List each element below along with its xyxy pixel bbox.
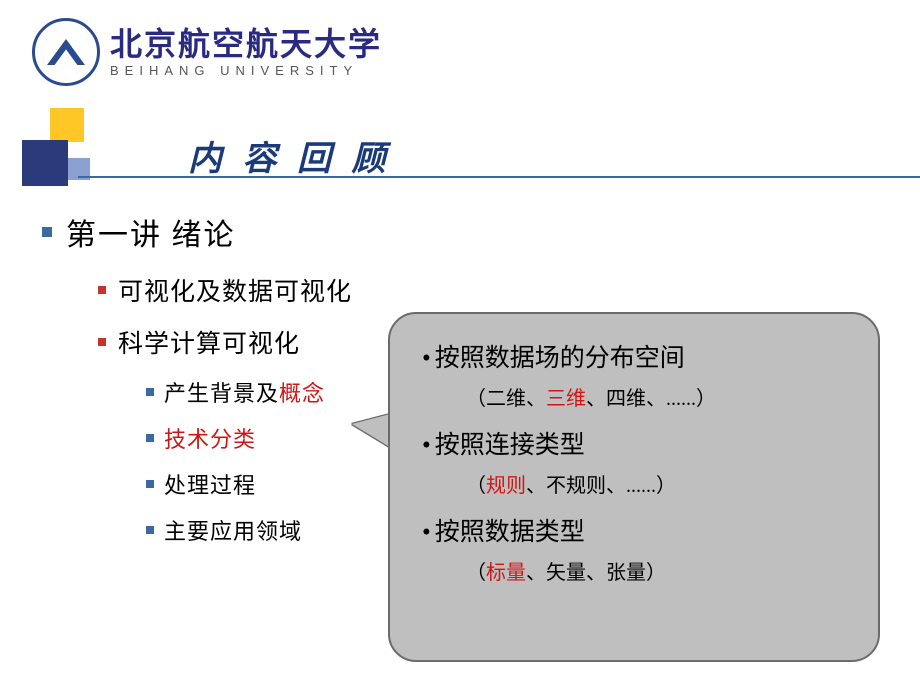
university-logo: 北京航空航天大学 BEIHANG UNIVERSITY <box>32 18 382 86</box>
callout-box: 按照数据场的分布空间 （二维、三维、四维、......） 按照连接类型 （规则、… <box>388 312 880 662</box>
l2a-text: 可视化及数据可视化 <box>118 272 352 308</box>
l3b-text: 技术分类 <box>164 422 256 454</box>
l2b-text: 科学计算可视化 <box>118 324 300 360</box>
slide-title: 内 容 回 顾 <box>188 131 392 180</box>
title-underline <box>78 176 920 178</box>
callout-sub: （二维、三维、四维、......） <box>466 382 864 411</box>
l1-text: 第一讲 绪论 <box>66 210 236 254</box>
callout-heading: 按照数据类型 <box>422 512 864 548</box>
logo-text: 北京航空航天大学 BEIHANG UNIVERSITY <box>110 28 382 77</box>
callout-sub: （标量、矢量、张量） <box>466 556 864 585</box>
bullet-icon <box>146 526 154 534</box>
logo-chinese: 北京航空航天大学 <box>110 28 382 60</box>
bullet-icon <box>146 388 154 396</box>
callout-heading: 按照数据场的分布空间 <box>422 338 864 374</box>
bullet-icon <box>42 227 52 237</box>
highlight: 规则 <box>486 475 526 497</box>
logo-english: BEIHANG UNIVERSITY <box>110 64 382 77</box>
bullet-icon <box>98 286 106 294</box>
l3c-text: 处理过程 <box>164 468 256 500</box>
callout-heading: 按照连接类型 <box>422 425 864 461</box>
bullet-icon <box>146 480 154 488</box>
outline-level1: 第一讲 绪论 <box>42 210 462 254</box>
highlight: 三维 <box>546 388 586 410</box>
highlight: 概念 <box>279 381 325 406</box>
l3d-text: 主要应用领域 <box>164 514 302 546</box>
outline-level2: 可视化及数据可视化 <box>98 272 462 308</box>
callout-sub: （规则、不规则、......） <box>466 469 864 498</box>
l3a-text: 产生背景及概念 <box>164 376 325 408</box>
callout-bubble: 按照数据场的分布空间 （二维、三维、四维、......） 按照连接类型 （规则、… <box>388 312 890 664</box>
highlight: 标量 <box>486 562 526 584</box>
logo-seal-icon <box>32 18 100 86</box>
bullet-icon <box>146 434 154 442</box>
bullet-icon <box>98 338 106 346</box>
